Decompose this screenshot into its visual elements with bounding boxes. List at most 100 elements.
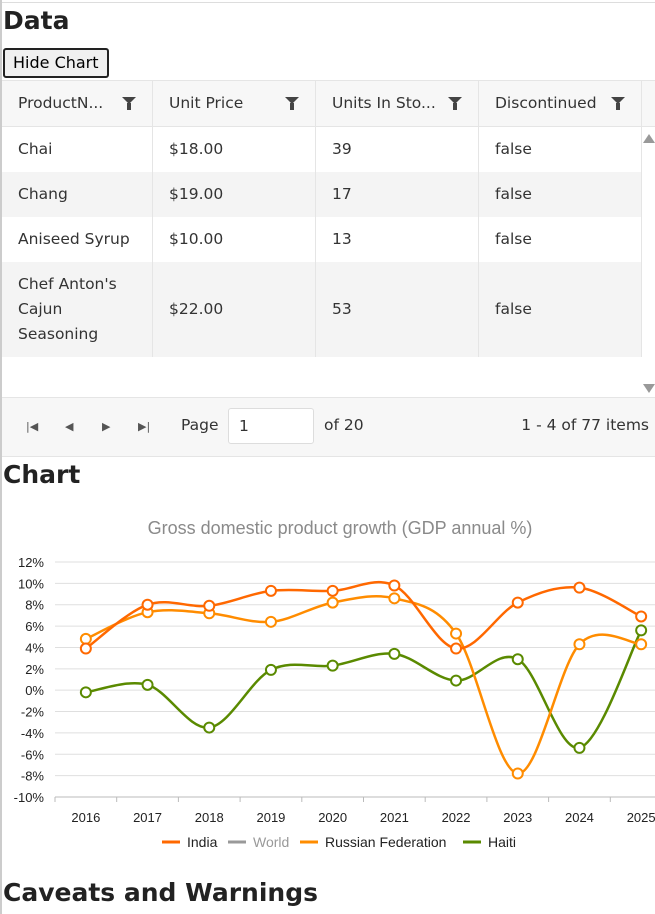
previous-page-icon[interactable]: ◀ bbox=[65, 420, 74, 433]
data-heading: Data bbox=[3, 6, 70, 35]
chart-heading: Chart bbox=[3, 460, 81, 489]
legend-item[interactable]: India bbox=[187, 834, 218, 850]
data-point bbox=[79, 632, 92, 645]
y-tick-label: -6% bbox=[21, 747, 45, 762]
last-page-icon[interactable]: ▶| bbox=[138, 420, 151, 433]
products-grid: ProductN... Unit Price Units In Sto... D… bbox=[2, 80, 655, 457]
table-cell: false bbox=[479, 217, 642, 262]
table-cell: Aniseed Syrup bbox=[2, 217, 153, 262]
x-tick-label: 2025 bbox=[627, 810, 655, 825]
column-header-unit-price[interactable]: Unit Price bbox=[153, 81, 316, 126]
data-point bbox=[79, 686, 92, 699]
data-point bbox=[511, 653, 524, 666]
x-tick-label: 2023 bbox=[503, 810, 532, 825]
table-cell: false bbox=[479, 126, 642, 172]
column-header-product-name[interactable]: ProductN... bbox=[2, 81, 153, 126]
x-tick-label: 2017 bbox=[133, 810, 162, 825]
data-point bbox=[326, 584, 339, 597]
filter-icon[interactable] bbox=[122, 97, 136, 110]
column-title: Unit Price bbox=[169, 94, 244, 112]
series-line-india bbox=[85, 580, 642, 650]
x-tick-label: 2018 bbox=[195, 810, 224, 825]
column-title: Units In Sto... bbox=[332, 94, 436, 112]
column-header-discontinued[interactable]: Discontinued bbox=[479, 81, 642, 126]
filter-icon[interactable] bbox=[285, 97, 299, 110]
first-page-icon[interactable]: |◀ bbox=[26, 420, 39, 433]
series-line-russian-federation bbox=[85, 595, 642, 775]
top-border bbox=[0, 2, 655, 3]
column-header-units-in-stock[interactable]: Units In Sto... bbox=[316, 81, 479, 126]
grid-header: ProductN... Unit Price Units In Sto... D… bbox=[2, 81, 655, 127]
page-count: of 20 bbox=[324, 416, 364, 434]
data-point bbox=[450, 674, 463, 687]
pager: |◀ ◀ ▶ ▶| Page 1 of 20 1 - 4 of 77 items bbox=[2, 397, 655, 457]
table-cell: $22.00 bbox=[153, 262, 316, 357]
legend-item[interactable]: Haiti bbox=[488, 834, 516, 850]
table-row[interactable]: Aniseed Syrup $10.00 13 false bbox=[2, 217, 642, 262]
table-cell: 13 bbox=[316, 217, 479, 262]
data-point bbox=[326, 596, 339, 609]
table-row[interactable]: Chang $19.00 17 false bbox=[2, 172, 642, 217]
data-point bbox=[264, 584, 277, 597]
data-point bbox=[573, 581, 586, 594]
y-tick-label: 10% bbox=[18, 576, 44, 591]
filter-icon[interactable] bbox=[448, 97, 462, 110]
x-tick-label: 2024 bbox=[565, 810, 594, 825]
chart-title: Gross domestic product growth (GDP annua… bbox=[148, 518, 533, 538]
data-point bbox=[573, 638, 586, 651]
table-row[interactable]: Chai $18.00 39 false bbox=[2, 126, 642, 172]
series-line-haiti bbox=[85, 629, 643, 750]
page-input[interactable]: 1 bbox=[228, 408, 314, 444]
data-point bbox=[388, 579, 401, 592]
vertical-scrollbar[interactable] bbox=[641, 126, 655, 397]
table-cell: Chai bbox=[2, 126, 153, 172]
table-cell: $10.00 bbox=[153, 217, 316, 262]
next-page-icon[interactable]: ▶ bbox=[102, 420, 111, 433]
data-point bbox=[141, 598, 154, 611]
filter-icon[interactable] bbox=[611, 97, 625, 110]
data-point bbox=[79, 642, 92, 655]
data-point bbox=[388, 647, 401, 660]
data-point bbox=[203, 721, 216, 734]
data-point bbox=[635, 610, 648, 623]
y-tick-label: 6% bbox=[25, 619, 44, 634]
y-tick-label: 4% bbox=[25, 640, 44, 655]
items-summary: 1 - 4 of 77 items bbox=[521, 416, 649, 434]
y-tick-label: -2% bbox=[21, 705, 45, 720]
data-point bbox=[635, 638, 648, 651]
column-title: Discontinued bbox=[495, 94, 597, 112]
scroll-up-icon[interactable] bbox=[643, 134, 655, 143]
x-tick-label: 2022 bbox=[442, 810, 471, 825]
table-cell: 39 bbox=[316, 126, 479, 172]
data-point bbox=[511, 767, 524, 780]
x-tick-label: 2019 bbox=[256, 810, 285, 825]
y-tick-label: 8% bbox=[25, 598, 44, 613]
x-tick-label: 2016 bbox=[71, 810, 100, 825]
data-point bbox=[635, 624, 648, 637]
x-tick-label: 2020 bbox=[318, 810, 347, 825]
scroll-down-icon[interactable] bbox=[643, 384, 655, 393]
y-tick-label: -8% bbox=[21, 769, 45, 784]
legend-item[interactable]: World bbox=[253, 834, 289, 850]
table-cell: 53 bbox=[316, 262, 479, 357]
column-title: ProductN... bbox=[18, 94, 104, 112]
table-cell: Chang bbox=[2, 172, 153, 217]
table-cell: false bbox=[479, 172, 642, 217]
y-tick-label: -10% bbox=[14, 790, 45, 805]
data-point bbox=[573, 741, 586, 754]
data-point bbox=[203, 599, 216, 612]
data-point bbox=[326, 659, 339, 672]
table-cell: false bbox=[479, 262, 642, 357]
data-point bbox=[450, 627, 463, 640]
left-border bbox=[0, 0, 2, 914]
x-tick-label: 2021 bbox=[380, 810, 409, 825]
hide-chart-button[interactable]: Hide Chart bbox=[3, 48, 109, 78]
data-point bbox=[264, 663, 277, 676]
data-point bbox=[511, 596, 524, 609]
table-cell: $19.00 bbox=[153, 172, 316, 217]
y-tick-label: -4% bbox=[21, 726, 45, 741]
data-point bbox=[264, 615, 277, 628]
legend-item[interactable]: Russian Federation bbox=[325, 834, 446, 850]
table-row[interactable]: Chef Anton's Cajun Seasoning $22.00 53 fals… bbox=[2, 262, 642, 357]
data-point bbox=[141, 678, 154, 691]
